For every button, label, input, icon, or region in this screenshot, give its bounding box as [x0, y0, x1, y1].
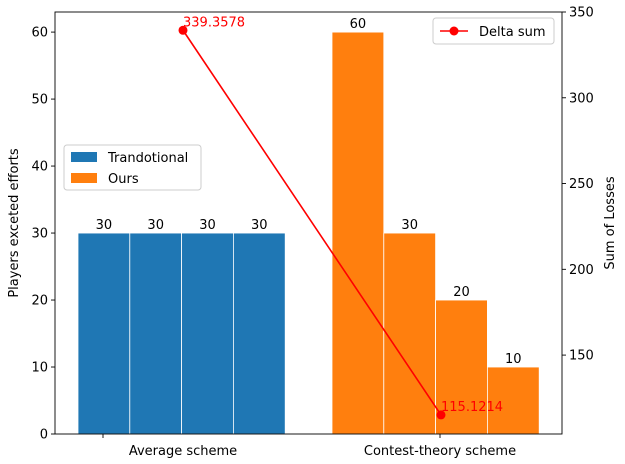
y2-tick-label: 250 [569, 177, 594, 192]
legends-layer: Trandotional Ours Delta sum [63, 17, 555, 191]
plot-frame [54, 11, 563, 435]
bar-trandotional-1 [129, 232, 183, 435]
delta-sum-point [178, 25, 188, 35]
bar-label: 10 [505, 352, 522, 367]
y2-axis-label: Sum of Losses [603, 176, 618, 269]
legend-swatch-trandotional [71, 152, 97, 162]
legend-line: Delta sum [432, 17, 555, 45]
y2-tick-label: 150 [569, 349, 594, 364]
bar-label: 30 [96, 218, 113, 233]
legend-label: Ours [108, 172, 139, 187]
legend-label: Delta sum [479, 25, 546, 40]
delta-line-layer: 339.3578 115.1214 [178, 15, 503, 420]
delta-sum-point [436, 410, 446, 420]
y-tick-label: 10 [31, 361, 48, 376]
y-tick-label: 0 [40, 428, 48, 443]
bars-layer [77, 31, 540, 435]
bar-label: 30 [199, 218, 216, 233]
bar-label: 20 [453, 285, 470, 300]
y2-tick-label: 350 [569, 6, 594, 21]
delta-sum-label: 115.1214 [441, 400, 503, 415]
delta-sum-label: 339.3578 [183, 15, 245, 30]
legend-box [432, 17, 555, 45]
y-tick-label: 30 [31, 227, 48, 242]
axes-layer: 0 10 20 30 40 50 60 150 200 250 300 350 Average sche… [7, 6, 618, 460]
bar-labels-layer: 30 30 30 30 60 30 20 10 [96, 17, 522, 367]
legend-box [63, 144, 202, 191]
delta-sum-line [182, 29, 442, 416]
bar-label: 30 [401, 218, 418, 233]
y-tick-label: 60 [31, 26, 48, 41]
legend-label: Trandotional [107, 151, 188, 166]
bar-trandotional-2 [181, 232, 234, 435]
bar-trandotional-3 [232, 232, 286, 435]
y2-tick-label: 200 [569, 263, 594, 278]
legend-swatch-ours [71, 173, 97, 183]
legend-bars: Trandotional Ours [63, 144, 202, 191]
x-tick-label: Average scheme [129, 444, 237, 459]
y-axis-label: Players exceted efforts [7, 148, 22, 298]
bar-trandotional-0 [77, 232, 131, 435]
bar-label: 30 [147, 218, 164, 233]
y-tick-label: 50 [31, 93, 48, 108]
y2-tick-label: 300 [569, 91, 594, 106]
bar-ours-3 [486, 366, 540, 435]
bar-label: 60 [350, 17, 367, 32]
y-tick-label: 20 [31, 294, 48, 309]
legend-marker [449, 26, 459, 36]
bar-ours-0 [331, 31, 385, 435]
x-tick-label: Contest-theory scheme [364, 444, 516, 459]
bar-ours-1 [383, 232, 436, 435]
y-tick-label: 40 [31, 160, 48, 175]
bar-label: 30 [251, 218, 268, 233]
